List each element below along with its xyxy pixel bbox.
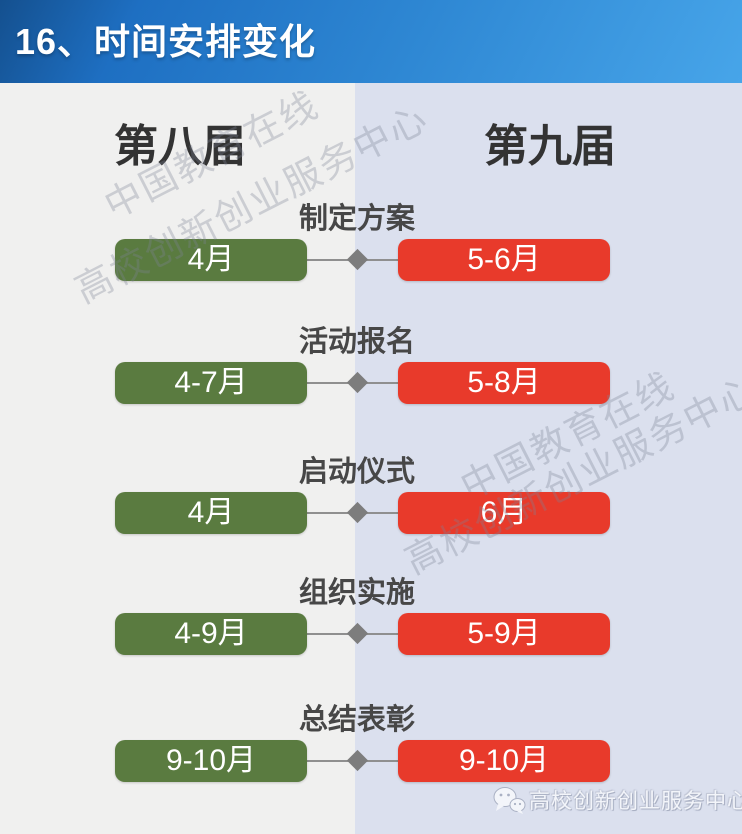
wechat-icon xyxy=(492,785,526,815)
timeline-row: 启动仪式 4月 6月 xyxy=(0,448,742,540)
diamond-connector-icon xyxy=(346,371,369,394)
old-schedule-box: 4月 xyxy=(115,239,307,281)
phase-label: 组织实施 xyxy=(298,577,415,609)
footer-logo: 高校创新创业服务中心 xyxy=(492,785,742,815)
timeline-row: 活动报名 4-7月 5-8月 xyxy=(0,318,742,410)
old-schedule-box: 4月 xyxy=(115,492,307,534)
old-schedule-box: 4-7月 xyxy=(115,362,307,404)
title-bar: 16、时间安排变化 xyxy=(0,0,742,83)
page-title: 16、时间安排变化 xyxy=(15,21,317,62)
phase-label: 制定方案 xyxy=(298,203,415,235)
old-schedule-box: 4-9月 xyxy=(115,613,307,655)
new-schedule-box: 5-9月 xyxy=(398,613,610,655)
diamond-connector-icon xyxy=(346,248,369,271)
new-schedule-box: 5-6月 xyxy=(398,239,610,281)
diamond-connector-icon xyxy=(346,749,369,772)
phase-label: 启动仪式 xyxy=(298,456,415,488)
right-column-background xyxy=(355,83,742,834)
phase-label: 总结表彰 xyxy=(298,704,415,736)
new-schedule-box: 5-8月 xyxy=(398,362,610,404)
new-schedule-box: 9-10月 xyxy=(398,740,610,782)
old-schedule-box: 9-10月 xyxy=(115,740,307,782)
column-header-old-session: 第八届 xyxy=(114,122,246,171)
diamond-connector-icon xyxy=(346,501,369,524)
timeline-row: 制定方案 4月 5-6月 xyxy=(0,195,742,287)
timeline-row: 组织实施 4-9月 5-9月 xyxy=(0,569,742,661)
diamond-connector-icon xyxy=(346,622,369,645)
column-header-new-session: 第九届 xyxy=(484,122,616,171)
footer-logo-text: 高校创新创业服务中心 xyxy=(529,790,742,813)
timeline-row: 总结表彰 9-10月 9-10月 xyxy=(0,696,742,788)
new-schedule-box: 6月 xyxy=(398,492,610,534)
phase-label: 活动报名 xyxy=(298,326,415,358)
